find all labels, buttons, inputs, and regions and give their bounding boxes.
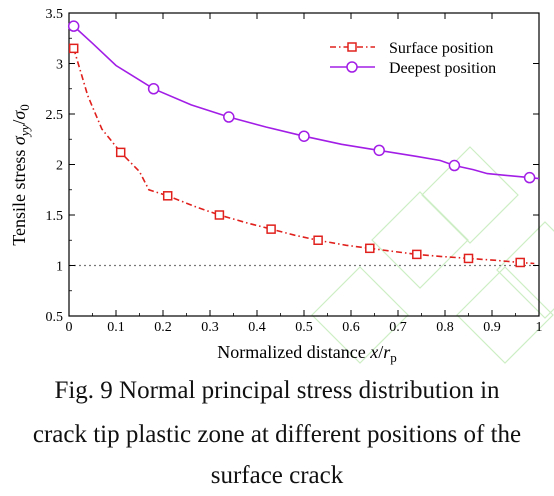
y-tick-label: 2.5: [46, 108, 64, 123]
legend-marker-deepest-position: [346, 61, 358, 73]
data-point-deepest-position: [448, 159, 461, 172]
series-line-surface-position: [72, 48, 535, 265]
caption-line-2: crack tip plastic zone at different posi…: [32, 421, 522, 448]
legend-label-surface-position: Surface position: [389, 40, 493, 57]
x-axis-label-text: Normalized distance: [217, 342, 370, 362]
data-point-surface-position: [162, 191, 173, 201]
y-axis-label-text: Tensile stress: [9, 145, 29, 246]
data-point-surface-position: [266, 224, 276, 234]
data-point-deepest-position: [373, 144, 385, 157]
y-tick-label: 3.5: [46, 7, 64, 22]
data-point-surface-position: [313, 235, 323, 245]
x-tick-label: 0.8: [436, 320, 454, 335]
y-tick-label: 1: [56, 260, 63, 275]
x-axis-label-x: x: [369, 342, 378, 362]
y-axis-label-sub-0: 0: [17, 104, 32, 111]
x-tick-label: 0.3: [201, 320, 219, 335]
stress-chart: 0 0.1 0.2 0.3 0.4 0.5 0.6 0.7 0.8 0.9 1 0.5 1 1.5 2 2.5…: [9, 7, 554, 365]
x-tick-label: 0.5: [295, 320, 313, 335]
y-tick-label: 3: [56, 58, 63, 73]
x-axis-label-r: r: [383, 342, 391, 362]
data-point-surface-position: [515, 257, 525, 268]
x-tick-label: 0.4: [248, 320, 266, 335]
data-point-deepest-position: [523, 171, 536, 184]
x-tick-label: 0: [66, 320, 73, 335]
data-point-surface-position: [463, 253, 474, 264]
y-axis-label-slash: /: [9, 120, 29, 125]
data-point-deepest-position: [298, 130, 310, 142]
data-point-surface-position: [115, 147, 126, 158]
data-point-deepest-position: [67, 20, 80, 32]
x-tick-label: 0.7: [389, 320, 407, 335]
data-point-deepest-position: [223, 111, 235, 123]
watermark-shape: [311, 266, 409, 364]
legend-label-deepest-position: Deepest position: [389, 60, 496, 77]
data-point-surface-position: [214, 210, 225, 220]
y-axis-label-sigma: σ: [9, 135, 29, 145]
legend-marker-surface-position: [347, 42, 357, 52]
y-tick-label: 0.5: [46, 310, 64, 325]
y-axis-label: Tensile stress σyy/σ0: [9, 104, 32, 246]
legend: Surface position Deepest position: [330, 40, 496, 77]
x-tick-label: 0.6: [342, 320, 360, 335]
watermark-shape: [496, 221, 554, 319]
x-tick-label: 0.1: [107, 320, 125, 335]
watermark-shape: [456, 266, 554, 364]
background-watermark: [311, 146, 554, 364]
watermark-shape: [371, 191, 469, 289]
caption-line-1: Fig. 9 Normal principal stress distribut…: [54, 377, 500, 404]
data-point-surface-position: [68, 43, 79, 54]
x-axis-label-sub-p: p: [390, 350, 397, 365]
x-axis-label: Normalized distance x/rp: [217, 342, 396, 365]
y-axis-label-sub-yy: yy: [17, 124, 32, 138]
data-point-deepest-position: [147, 83, 160, 95]
data-point-surface-position: [412, 249, 422, 260]
x-axis-label-slash: /: [378, 342, 383, 362]
data-point-surface-position: [365, 243, 375, 254]
y-tick-label: 1.5: [46, 209, 64, 224]
watermark-shape: [421, 146, 519, 244]
plot-frame: [68, 12, 540, 317]
axis-ticks: 0 0.1 0.2 0.3 0.4 0.5 0.6 0.7 0.8 0.9 1 0.5 1 1.5 2 2.5…: [46, 7, 543, 335]
series-group: [67, 20, 540, 268]
x-tick-label: 0.9: [483, 320, 501, 335]
series-line-deepest-position: [73, 25, 540, 180]
y-tick-label: 2: [56, 159, 63, 174]
x-tick-label: 1: [536, 320, 543, 335]
caption-line-3: surface crack: [210, 462, 344, 489]
y-axis-label-sigma0: σ: [9, 110, 29, 120]
x-tick-label: 0.2: [154, 320, 172, 335]
